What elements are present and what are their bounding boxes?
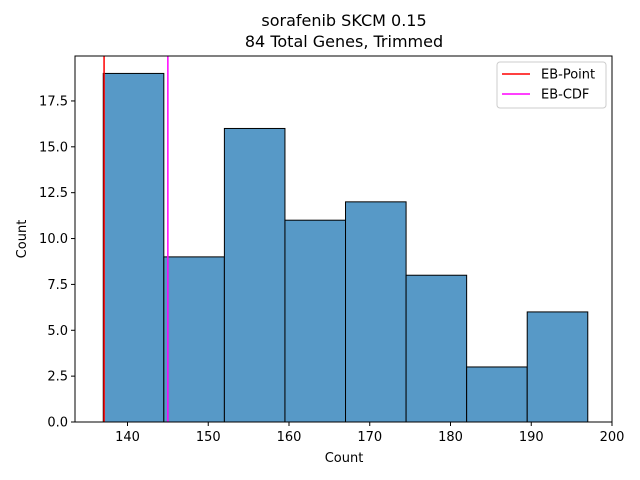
y-axis-label: Count bbox=[15, 220, 30, 259]
legend: EB-Point EB-CDF bbox=[496, 61, 607, 109]
plot-frame bbox=[74, 55, 613, 423]
legend-items: EB-Point EB-CDF bbox=[502, 68, 595, 103]
y-tick-label: 12.5 bbox=[39, 186, 68, 201]
histogram-bar bbox=[345, 201, 407, 423]
y-tick-label: 17.5 bbox=[39, 94, 68, 109]
x-tick-label: 150 bbox=[196, 430, 221, 445]
histogram-bar bbox=[284, 219, 347, 423]
y-tick-label: 0.0 bbox=[47, 416, 68, 431]
y-tick-label: 5.0 bbox=[47, 324, 68, 339]
legend-label: EB-CDF bbox=[541, 88, 589, 103]
bars-group bbox=[102, 72, 589, 423]
chart-subtitle: 84 Total Genes, Trimmed bbox=[245, 32, 443, 51]
histogram-bar bbox=[163, 256, 225, 423]
x-tick-label: 200 bbox=[600, 430, 625, 445]
x-tick-label: 160 bbox=[277, 430, 302, 445]
y-tick-label: 15.0 bbox=[39, 140, 68, 155]
legend-label: EB-Point bbox=[541, 68, 595, 83]
y-tick-label: 7.5 bbox=[47, 278, 68, 293]
y-tick-label: 10.0 bbox=[39, 232, 68, 247]
x-tick-label: 140 bbox=[115, 430, 140, 445]
reference-lines-group bbox=[103, 56, 169, 422]
y-axis-ticks: 0.0 2.5 5.0 7.5 10.0 12.5 15.0 17.5 bbox=[39, 94, 75, 431]
x-axis-ticks: 140 150 160 170 180 190 200 bbox=[115, 422, 624, 445]
x-tick-label: 190 bbox=[519, 430, 544, 445]
histogram-bar bbox=[466, 366, 528, 423]
histogram-bar bbox=[526, 311, 589, 423]
x-tick-label: 170 bbox=[357, 430, 382, 445]
histogram-bar bbox=[102, 72, 165, 423]
histogram-bar bbox=[405, 274, 468, 423]
y-tick-label: 2.5 bbox=[47, 370, 68, 385]
x-axis-label: Count bbox=[325, 451, 364, 466]
histogram-bar bbox=[223, 127, 286, 423]
x-tick-label: 180 bbox=[438, 430, 463, 445]
chart-title: sorafenib SKCM 0.15 bbox=[261, 11, 426, 30]
